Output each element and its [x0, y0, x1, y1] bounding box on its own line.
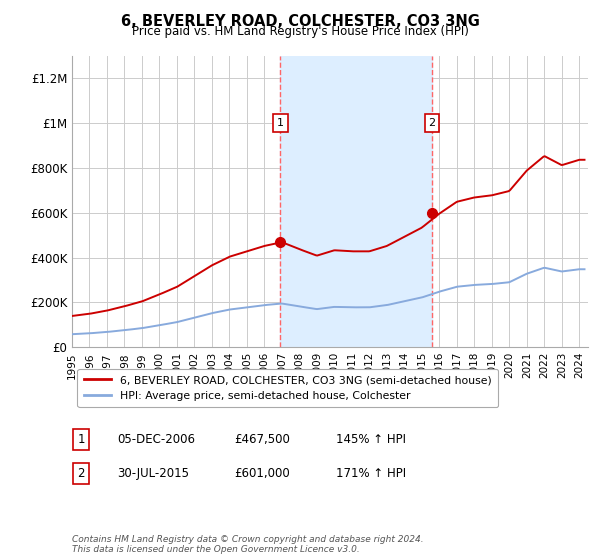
Text: 05-DEC-2006: 05-DEC-2006 — [117, 433, 195, 446]
Text: 1: 1 — [277, 118, 284, 128]
Text: 171% ↑ HPI: 171% ↑ HPI — [336, 466, 406, 480]
Text: £601,000: £601,000 — [234, 466, 290, 480]
Text: 145% ↑ HPI: 145% ↑ HPI — [336, 433, 406, 446]
Text: 6, BEVERLEY ROAD, COLCHESTER, CO3 3NG: 6, BEVERLEY ROAD, COLCHESTER, CO3 3NG — [121, 14, 479, 29]
Text: 2: 2 — [77, 466, 85, 480]
Bar — [280, 56, 432, 347]
Legend: 6, BEVERLEY ROAD, COLCHESTER, CO3 3NG (semi-detached house), HPI: Average price,: 6, BEVERLEY ROAD, COLCHESTER, CO3 3NG (s… — [77, 368, 498, 407]
Text: 2: 2 — [428, 118, 436, 128]
Text: £467,500: £467,500 — [234, 433, 290, 446]
Text: Price paid vs. HM Land Registry's House Price Index (HPI): Price paid vs. HM Land Registry's House … — [131, 25, 469, 38]
Text: Contains HM Land Registry data © Crown copyright and database right 2024.
This d: Contains HM Land Registry data © Crown c… — [72, 535, 424, 554]
Text: 1: 1 — [77, 433, 85, 446]
Text: 30-JUL-2015: 30-JUL-2015 — [117, 466, 189, 480]
